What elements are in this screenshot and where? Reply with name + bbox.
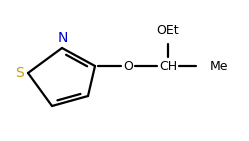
Text: O: O (123, 60, 133, 72)
Text: CH: CH (159, 60, 177, 72)
Text: N: N (58, 31, 68, 45)
Text: OEt: OEt (157, 25, 179, 38)
Text: Me: Me (210, 60, 229, 72)
Text: S: S (15, 66, 23, 80)
